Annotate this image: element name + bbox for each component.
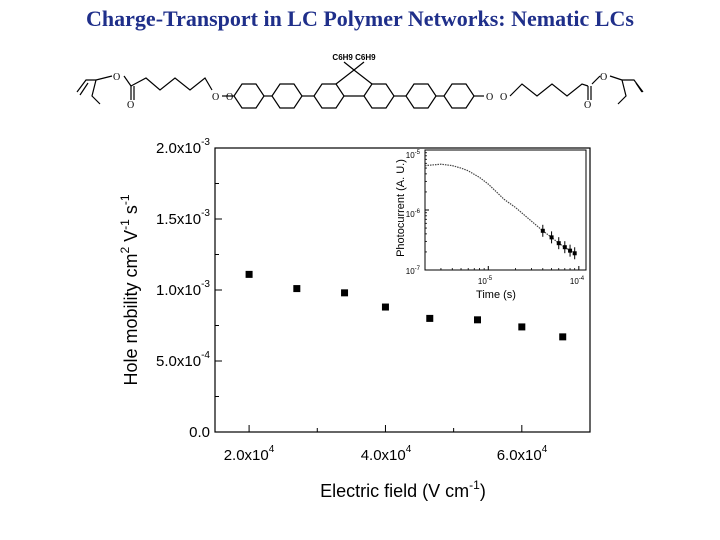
main-x-tick-label-2: 4.0x104 [361, 444, 412, 464]
main-data-point [381, 303, 389, 311]
atom-o-4: O [226, 92, 233, 103]
inset-y-tick-label-1: 10-5 [406, 150, 421, 160]
main-data-point [426, 314, 434, 322]
inset-y-tick-label-3: 10-7 [406, 266, 421, 276]
inset-axis-ticks [424, 149, 580, 271]
main-data-point [245, 270, 253, 278]
slide-title: Charge-Transport in LC Polymer Networks:… [86, 6, 634, 31]
main-y-tick-label-4: 1.5x10-3 [156, 208, 210, 228]
main-axis-ticks [215, 147, 591, 433]
atom-o-3: O [212, 92, 219, 103]
main-y-tick-label-3: 1.0x10-3 [156, 279, 210, 299]
main-y-tick-label-5: 2.0x10-3 [156, 137, 210, 157]
inset-x-axis-label: Time (s) [476, 289, 516, 301]
atom-o-8: O [600, 72, 607, 83]
atom-o-5: O [486, 92, 493, 103]
main-data-point [474, 316, 481, 324]
main-data-point [293, 285, 301, 293]
substituent-label: C6H9 C6H9 [332, 53, 376, 62]
main-x-axis-label: Electric field (V cm-1) [320, 478, 486, 501]
main-x-tick-label-1: 2.0x104 [224, 444, 275, 464]
main-x-tick-label-3: 6.0x104 [497, 444, 548, 464]
atom-o-2: O [127, 100, 134, 111]
inset-y-axis-label: Photocurrent (A. U.) [395, 159, 407, 257]
molecule-structure [76, 61, 644, 109]
main-y-axis-label: Hole mobility cm2 V-1 s-1 [118, 194, 141, 385]
inset-plot-frame [424, 149, 587, 271]
molecule-labels: O O O O O O O O C6H9 C6H9 [113, 53, 607, 111]
main-y-tick-label-1: 0.0 [189, 424, 210, 441]
main-data-point [559, 333, 567, 341]
inset-y-tick-label-2: 10-6 [406, 209, 421, 219]
inset-data-points [424, 163, 577, 260]
main-data-points [245, 270, 567, 341]
inset-x-tick-label-1: 10-5 [478, 276, 493, 286]
main-data-point [518, 323, 526, 331]
inset-x-tick-label-2: 10-4 [570, 276, 585, 286]
atom-o-1: O [113, 72, 120, 83]
atom-o-6: O [500, 92, 507, 103]
atom-o-7: O [584, 100, 591, 111]
main-y-tick-label-2: 5.0x10-4 [156, 350, 210, 370]
main-data-point [341, 289, 349, 297]
main-chart: 0.0 5.0x10-4 1.0x10-3 1.5x10-3 2.0x10-3 … [118, 137, 591, 501]
inset-chart: 10-5 10-6 10-7 10-5 10-4 Time (s) Photoc… [395, 149, 587, 301]
